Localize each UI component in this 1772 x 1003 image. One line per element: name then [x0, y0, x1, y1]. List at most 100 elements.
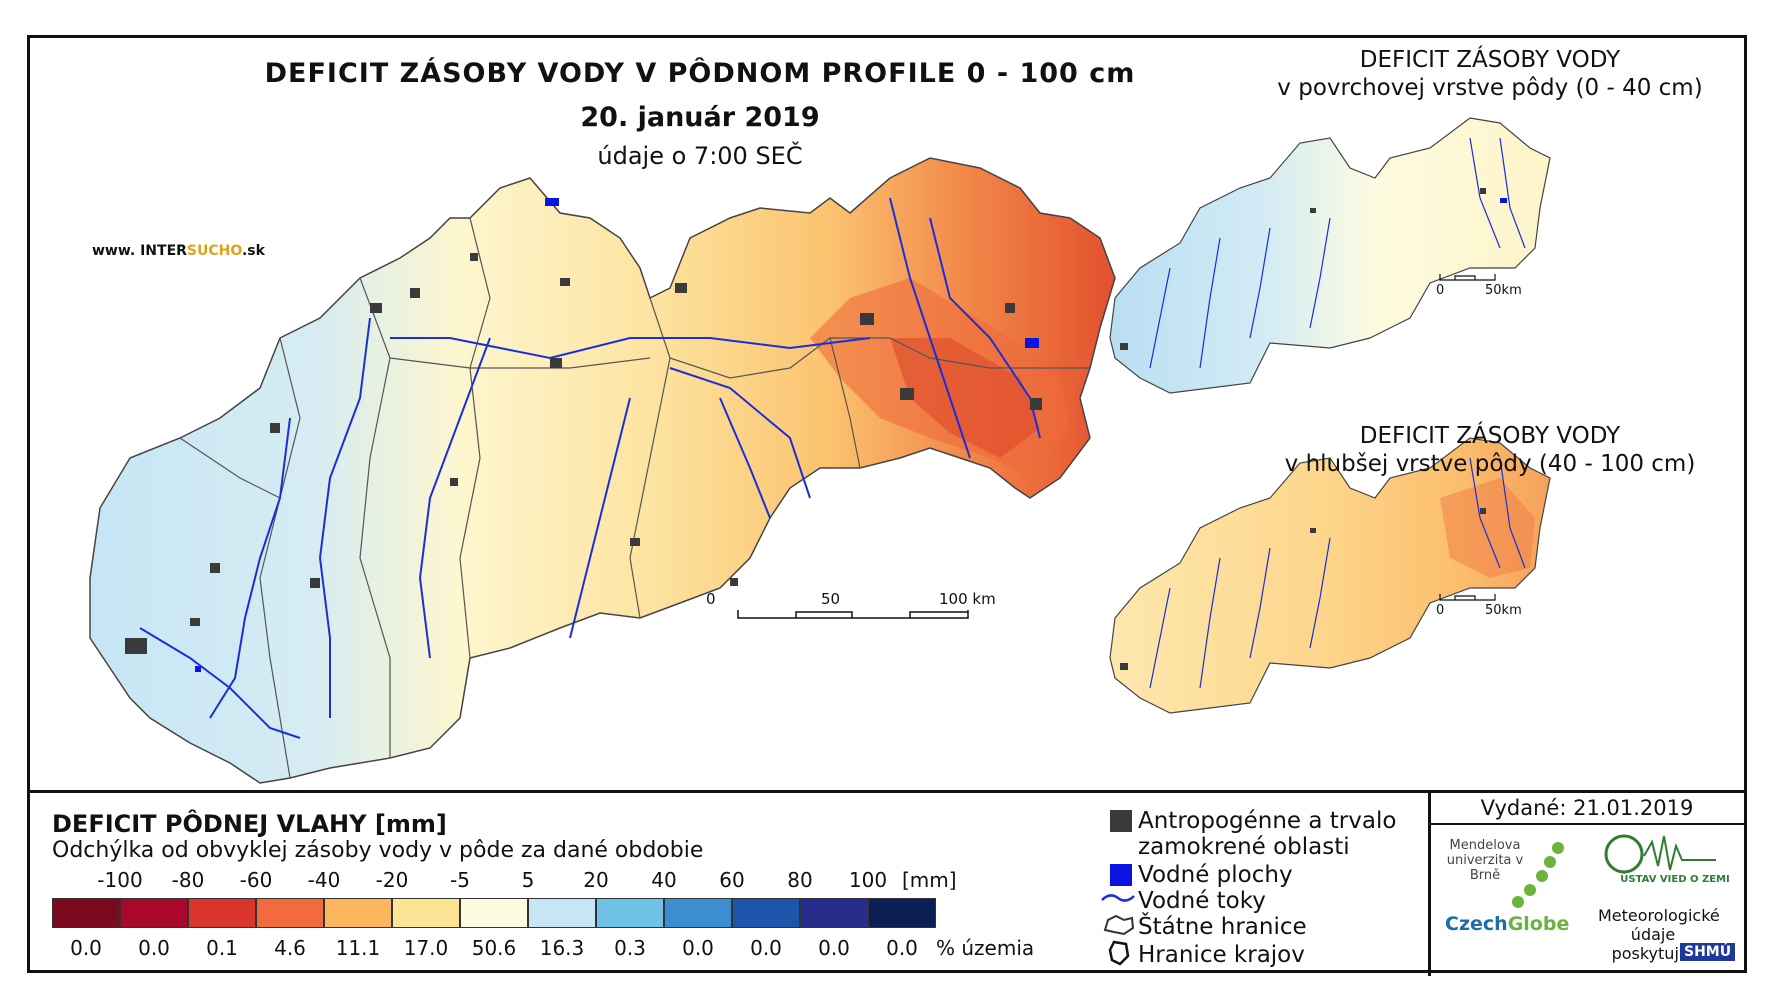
- legend-divider: [30, 790, 1744, 793]
- main-scale-label-100: 100 km: [939, 590, 996, 608]
- legend-tick-8: 40: [651, 868, 677, 892]
- main-map-date: 20. január 2019: [580, 102, 820, 133]
- legend-swatch-7: [528, 898, 596, 928]
- main-scale-label-0: 0: [706, 590, 716, 608]
- legend-tick-2: -60: [239, 868, 273, 892]
- legend-tick-3: -40: [307, 868, 341, 892]
- urban-areas: [125, 253, 1042, 654]
- urban-symbol: [1110, 810, 1132, 832]
- state-border-symbol: [1103, 914, 1135, 936]
- meteo-credit: Meteorologické údaje poskytujú:: [1598, 906, 1720, 963]
- legend-percent-0: 0.0: [70, 936, 102, 960]
- issued-underline: [1430, 823, 1744, 825]
- legend-percent-6: 50.6: [471, 936, 517, 960]
- inset-top-map: [1109, 117, 1551, 394]
- water-symbol: [1110, 864, 1132, 886]
- main-map: [89, 157, 1116, 784]
- legend-tick-5: -5: [450, 868, 470, 892]
- issued-date: Vydané: 21.01.2019: [1480, 796, 1694, 820]
- inset-bottom-shape: [1109, 437, 1551, 714]
- urban-label: Antropogénne a trvalo zamokrené oblasti: [1138, 808, 1396, 860]
- inset-top-scale-0: 0: [1436, 283, 1445, 298]
- map-sheet: DEFICIT ZÁSOBY VODY V PÔDNOM PROFILE 0 -…: [27, 35, 1747, 976]
- legend-percent-4: 11.1: [335, 936, 381, 960]
- website-suffix: .sk: [241, 243, 265, 259]
- inset-bottom-map: [1109, 437, 1551, 714]
- region-borders: [179, 217, 1090, 779]
- legend-swatch-11: [800, 898, 868, 928]
- uvgz-logo: [1604, 834, 1716, 874]
- state-border-label: Štátne hranice: [1138, 914, 1307, 940]
- water-label: Vodné plochy: [1138, 862, 1293, 888]
- inset-bottom-title-line1: DEFICIT ZÁSOBY VODY: [1359, 423, 1621, 449]
- main-scale-label-50: 50: [821, 590, 841, 608]
- legend-percent-7: 16.3: [539, 936, 585, 960]
- legend-unit: [mm]: [902, 868, 957, 892]
- legend-swatch-2: [188, 898, 256, 928]
- map-area: DEFICIT ZÁSOBY VODY V PÔDNOM PROFILE 0 -…: [30, 38, 1744, 790]
- inset-top-scale-50: 50km: [1485, 283, 1522, 298]
- mendel-logo-text: Mendelova univerzita v Brně: [1446, 838, 1524, 883]
- inset-top-scale-bar: [1439, 274, 1496, 281]
- czechglobe-logo: CzechGlobe: [1445, 913, 1569, 935]
- legend-percent-5: 17.0: [403, 936, 449, 960]
- legend-swatch-0: [52, 898, 120, 928]
- legend-percent-2: 0.1: [206, 936, 238, 960]
- inset-top-title-line2: v povrchovej vrstve pôdy (0 - 40 cm): [1277, 75, 1703, 101]
- shmu-logo: SHMÚ: [1680, 943, 1736, 961]
- water-bodies: [195, 198, 1039, 672]
- legend-tick-11: 100: [848, 868, 888, 892]
- legend-percent-1: 0.0: [138, 936, 170, 960]
- legend-percent-8: 0.3: [614, 936, 646, 960]
- rivers: [139, 197, 1041, 739]
- legend-tick-7: 20: [583, 868, 609, 892]
- legend-swatch-1: [120, 898, 188, 928]
- legend-swatch-10: [732, 898, 800, 928]
- urban-label-line2: zamokrené oblasti: [1138, 834, 1350, 860]
- legend-swatch-9: [664, 898, 732, 928]
- website-prefix: www. INTER: [92, 243, 187, 259]
- website-accent: SUCHO: [186, 243, 242, 259]
- legend-swatch-5: [392, 898, 460, 928]
- river-label: Vodné toky: [1138, 888, 1266, 914]
- legend-swatch-12: [868, 898, 936, 928]
- legend-swatch-3: [256, 898, 324, 928]
- inset-bottom-title: DEFICIT ZÁSOBY VODY v hlubšej vrstve pôd…: [1250, 422, 1730, 478]
- legend-tick-1: -80: [171, 868, 205, 892]
- legend-tick-9: 60: [719, 868, 745, 892]
- mendel-dots-logo: [1512, 842, 1564, 908]
- inset-bottom-scale-bar: [1439, 594, 1496, 601]
- legend-percent-12: 0.0: [886, 936, 918, 960]
- legend-tick-4: -20: [375, 868, 409, 892]
- legend-percent-unit: % územia: [936, 936, 1035, 960]
- legend-percent-11: 0.0: [818, 936, 850, 960]
- legend-percent-9: 0.0: [682, 936, 714, 960]
- inset-bottom-scale-50: 50km: [1485, 603, 1522, 618]
- credits-divider: [1428, 790, 1431, 976]
- legend-swatch-6: [460, 898, 528, 928]
- river-symbol: [1101, 894, 1135, 902]
- inset-top-title: DEFICIT ZÁSOBY VODY v povrchovej vrstve …: [1250, 46, 1730, 102]
- website-link[interactable]: www. INTERSUCHO.sk: [92, 243, 265, 259]
- czechglobe-part2: Globe: [1507, 913, 1570, 935]
- main-scale-bar: [737, 610, 969, 619]
- inset-bottom-scale-0: 0: [1436, 603, 1445, 618]
- legend-title: DEFICIT PÔDNEJ VLAHY [mm]: [52, 810, 447, 838]
- uvgz-logo-text: ÚSTAV VIED O ZEMI: [1620, 874, 1730, 885]
- main-map-title: DEFICIT ZÁSOBY VODY V PÔDNOM PROFILE 0 -…: [264, 58, 1136, 89]
- map-canvas: [89, 117, 1551, 784]
- legend-swatch-8: [596, 898, 664, 928]
- legend-swatch-4: [324, 898, 392, 928]
- inset-bottom-title-line2: v hlubšej vrstve pôdy (40 - 100 cm): [1284, 451, 1696, 477]
- czechglobe-part1: Czech: [1445, 913, 1508, 935]
- legend-percent-3: 4.6: [274, 936, 306, 960]
- inset-top-title-line1: DEFICIT ZÁSOBY VODY: [1359, 47, 1621, 73]
- main-map-time: údaje o 7:00 SEČ: [597, 142, 803, 170]
- inset-top-shape: [1109, 117, 1551, 394]
- legend-tick-6: 5: [521, 868, 535, 892]
- legend-tick-10: 80: [787, 868, 813, 892]
- legend-tick-0: -100: [97, 868, 143, 892]
- region-border-label: Hranice krajov: [1138, 942, 1305, 968]
- region-border-symbol: [1108, 940, 1130, 966]
- legend-percent-10: 0.0: [750, 936, 782, 960]
